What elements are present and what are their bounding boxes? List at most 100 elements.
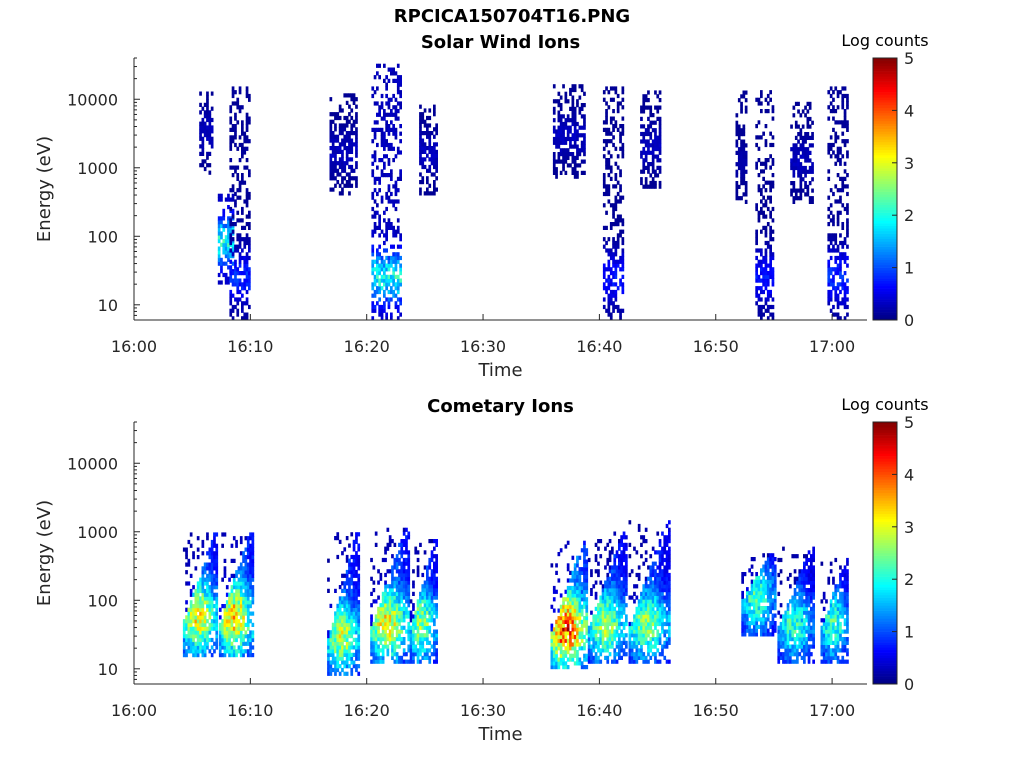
data-cell [578, 634, 582, 640]
data-cell [246, 577, 250, 582]
data-cell [654, 595, 657, 600]
data-cell [246, 634, 250, 639]
data-cell [385, 274, 388, 279]
data-cell [199, 611, 202, 616]
data-cell [609, 120, 613, 125]
data-cell [206, 588, 209, 594]
data-cell [592, 655, 596, 660]
data-cell [331, 168, 335, 173]
data-cell [615, 614, 619, 619]
data-cell [604, 633, 607, 638]
data-cell [391, 591, 394, 596]
data-cell [201, 607, 205, 612]
data-cell [421, 164, 425, 170]
data-cell [407, 535, 411, 540]
data-cell [237, 622, 241, 627]
data-cell [755, 229, 758, 234]
data-cell [194, 634, 198, 639]
data-cell [331, 153, 335, 158]
data-cell [355, 585, 358, 590]
data-cell [658, 599, 662, 604]
data-cell [208, 615, 212, 620]
data-cell [426, 603, 429, 608]
data-cell [654, 621, 657, 627]
data-cell [338, 664, 342, 669]
data-cell [210, 117, 214, 123]
data-cell [607, 199, 611, 204]
data-cell [760, 188, 763, 193]
data-cell [402, 614, 406, 619]
data-cell [614, 252, 618, 257]
data-cell [430, 644, 434, 649]
data-cell [249, 645, 252, 650]
data-cell [608, 629, 612, 634]
data-cell [618, 576, 621, 581]
data-cell [656, 565, 660, 570]
data-cell [647, 143, 650, 148]
data-cell [430, 610, 434, 615]
data-cell [192, 653, 195, 658]
data-cell [357, 566, 361, 571]
data-cell [378, 304, 381, 310]
data-cell [387, 297, 391, 302]
data-cell [343, 652, 347, 657]
data-cell [640, 618, 643, 623]
data-cell [213, 592, 216, 597]
data-cell [583, 593, 586, 598]
data-cell [656, 648, 660, 653]
data-cell [764, 225, 768, 230]
data-cell [642, 621, 646, 627]
colorbar-swatch [873, 267, 897, 271]
y-tick-label: 10 [98, 296, 118, 315]
data-cell [619, 131, 622, 136]
data-cell [611, 550, 614, 555]
data-cell [381, 557, 385, 563]
data-cell [355, 626, 358, 631]
data-cell [189, 630, 193, 635]
data-cell [658, 614, 662, 619]
data-cell [199, 581, 202, 586]
data-cell [185, 555, 188, 560]
data-cell [393, 584, 397, 589]
data-cell [836, 173, 840, 178]
data-cell [194, 607, 198, 612]
data-cell [251, 532, 255, 537]
data-cell [331, 138, 335, 143]
data-cell [827, 116, 831, 121]
data-cell [400, 591, 404, 596]
data-cell [196, 634, 200, 639]
data-cell [245, 146, 249, 151]
data-cell [799, 177, 803, 182]
data-cell [609, 271, 613, 276]
data-cell [201, 585, 205, 590]
data-cell [251, 577, 255, 582]
data-cell [616, 101, 620, 106]
data-cell [384, 625, 387, 630]
data-cell [208, 626, 212, 631]
data-cell [642, 610, 646, 615]
data-cell [642, 606, 646, 611]
colorbar-tick-label: 4 [904, 101, 914, 120]
data-cell [580, 133, 584, 138]
data-cell [357, 577, 361, 582]
data-cell [383, 274, 386, 279]
data-cell [246, 555, 250, 560]
data-cell [352, 585, 356, 590]
data-cell [433, 618, 436, 623]
data-cell [839, 316, 842, 321]
data-cell [566, 155, 570, 160]
data-cell [242, 641, 245, 646]
data-cell [843, 252, 847, 257]
data-cell [352, 562, 356, 567]
data-cell [656, 531, 660, 536]
data-cell [613, 531, 617, 536]
data-cell [331, 630, 335, 635]
data-cell [386, 606, 390, 611]
data-cell [829, 203, 833, 208]
data-cell [562, 627, 565, 632]
data-cell [613, 572, 617, 578]
data-cell [762, 259, 765, 264]
data-cell [371, 206, 375, 212]
data-cell [393, 621, 397, 627]
data-cell [836, 301, 840, 306]
